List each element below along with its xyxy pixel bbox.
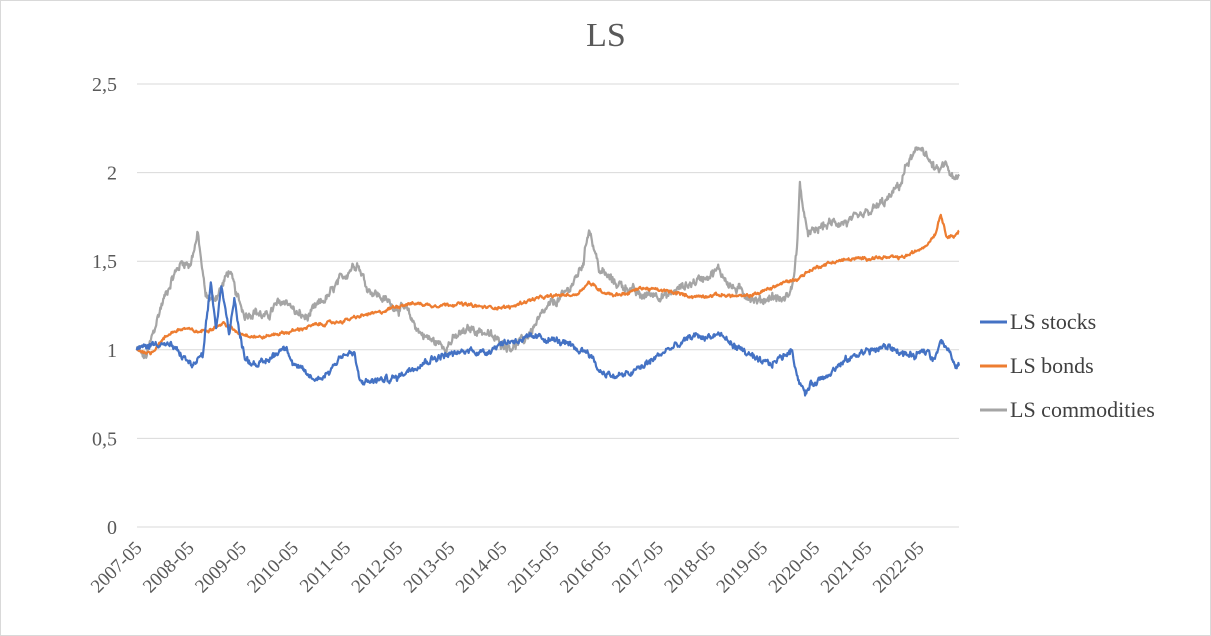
- series-line-ls-stocks: [135, 281, 961, 397]
- x-tick-label: 2010-05: [243, 538, 303, 598]
- x-tick-label: 2011-05: [296, 538, 355, 597]
- x-tick-label: 2019-05: [713, 538, 773, 598]
- x-tick-label: 2015-05: [504, 538, 564, 598]
- y-tick-label: 0,5: [92, 428, 117, 450]
- y-tick-label: 2,5: [92, 74, 117, 96]
- legend-label: LS commodities: [1010, 397, 1155, 422]
- x-tick-label: 2014-05: [452, 538, 512, 598]
- x-tick-label: 2009-05: [191, 538, 251, 598]
- x-tick-label: 2012-05: [348, 538, 408, 598]
- x-tick-label: 2013-05: [400, 538, 460, 598]
- gridlines: [137, 83, 959, 528]
- legend-label: LS stocks: [1010, 309, 1096, 334]
- x-tick-label: 2021-05: [817, 538, 877, 598]
- x-axis-ticks: 2007-052008-052009-052010-052011-052012-…: [87, 538, 929, 598]
- x-tick-label: 2016-05: [556, 538, 616, 598]
- series-line-ls-commodities: [135, 146, 960, 360]
- y-tick-label: 1: [107, 340, 117, 362]
- x-tick-label: 2017-05: [608, 538, 668, 598]
- x-tick-label: 2008-05: [139, 538, 199, 598]
- y-tick-label: 1,5: [92, 251, 117, 273]
- x-tick-label: 2020-05: [765, 538, 825, 598]
- series-lines: [135, 146, 961, 397]
- legend: LS stocks LS bonds LS commodities: [980, 309, 1155, 422]
- legend-label: LS bonds: [1010, 353, 1094, 378]
- x-tick-label: 2007-05: [87, 538, 147, 598]
- chart-title: LS: [586, 17, 626, 54]
- series-line-ls-bonds: [136, 213, 960, 356]
- y-axis-ticks: 0 0,5 1 1,5 2 2,5: [92, 74, 117, 539]
- x-tick-label: 2018-05: [660, 538, 720, 598]
- y-tick-label: 2: [107, 163, 117, 185]
- y-tick-label: 0: [107, 517, 117, 539]
- x-tick-label: 2022-05: [869, 538, 929, 598]
